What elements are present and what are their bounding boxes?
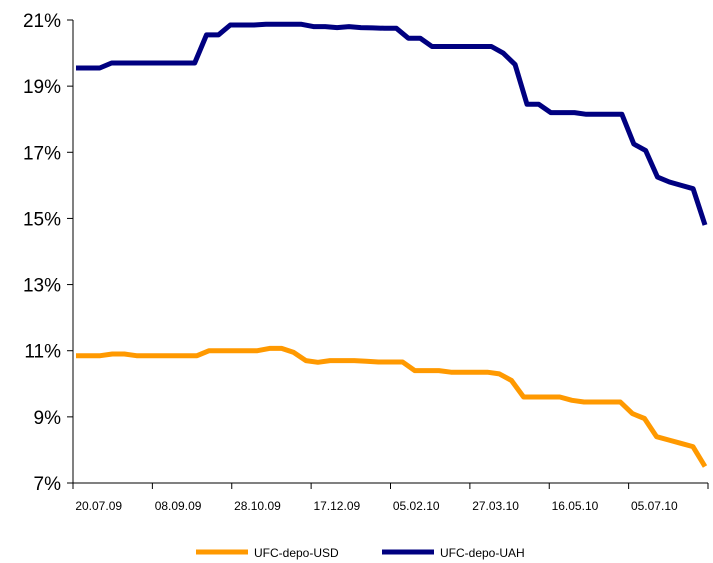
x-tick-label: 17.12.09 [313, 499, 360, 513]
series-line-ufc-depo-usd [76, 345, 708, 468]
y-axis-ticks: 7% 9% 11% 13% 15% 17% 19% 21% [23, 11, 73, 495]
y-tick-label: 11% [24, 342, 61, 363]
y-tick-label: 17% [23, 143, 61, 164]
series-layer [76, 21, 708, 468]
x-tick-label: 28.10.09 [234, 499, 281, 513]
x-tick-label: 08.09.09 [155, 499, 202, 513]
y-tick-label: 7% [34, 474, 62, 495]
legend: UFC-depo-USD UFC-depo-UAH [196, 546, 525, 560]
y-tick-label: 19% [23, 77, 61, 98]
series-line-ufc-depo-uah [76, 21, 708, 226]
y-tick-label: 15% [23, 209, 61, 230]
y-tick-label: 9% [34, 408, 62, 429]
x-tick-label: 27.03.10 [472, 499, 519, 513]
x-tick-label: 05.02.10 [393, 499, 440, 513]
y-tick-label: 13% [23, 276, 61, 297]
x-tick-label: 05.07.10 [631, 499, 678, 513]
x-tick-label: 20.07.09 [75, 499, 122, 513]
x-axis-ticks: 20.07.09 08.09.09 28.10.09 17.12.09 05.02.10… [72, 483, 709, 513]
legend-label: UFC-depo-UAH [440, 546, 525, 560]
x-tick-label: 16.05.10 [552, 499, 599, 513]
y-tick-label: 21% [23, 11, 61, 32]
legend-label: UFC-depo-USD [254, 546, 339, 560]
